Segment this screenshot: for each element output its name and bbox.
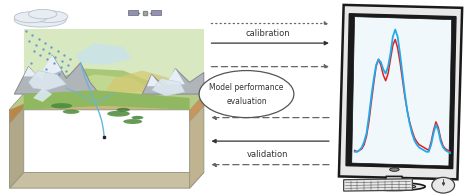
Polygon shape (57, 74, 152, 94)
Ellipse shape (51, 103, 72, 109)
Text: evaluation: evaluation (226, 97, 267, 106)
Ellipse shape (107, 111, 130, 117)
Ellipse shape (199, 71, 294, 118)
Polygon shape (76, 43, 133, 65)
Polygon shape (166, 69, 185, 84)
Polygon shape (352, 17, 452, 166)
Polygon shape (9, 94, 204, 110)
Text: validation: validation (247, 150, 289, 159)
Polygon shape (14, 55, 100, 94)
Text: Model performance: Model performance (210, 83, 283, 92)
Polygon shape (24, 67, 38, 76)
Ellipse shape (14, 12, 66, 27)
Ellipse shape (131, 116, 144, 119)
Polygon shape (9, 94, 24, 123)
Polygon shape (33, 88, 52, 102)
Polygon shape (339, 5, 462, 179)
Bar (151, 10, 161, 15)
Polygon shape (344, 179, 412, 191)
Polygon shape (24, 90, 190, 110)
Polygon shape (9, 94, 204, 110)
Polygon shape (384, 176, 404, 184)
Polygon shape (47, 69, 161, 94)
Polygon shape (104, 71, 180, 94)
Ellipse shape (117, 108, 130, 112)
Text: calibration: calibration (246, 29, 290, 38)
Ellipse shape (364, 183, 425, 191)
Ellipse shape (373, 184, 416, 189)
Ellipse shape (390, 168, 399, 171)
Ellipse shape (28, 9, 57, 19)
Ellipse shape (32, 11, 68, 23)
Ellipse shape (14, 12, 47, 23)
Polygon shape (152, 78, 185, 96)
Bar (128, 10, 138, 15)
Polygon shape (147, 74, 161, 86)
Polygon shape (9, 172, 204, 188)
Ellipse shape (63, 110, 80, 114)
Polygon shape (346, 14, 456, 169)
Polygon shape (24, 29, 204, 94)
Polygon shape (190, 94, 204, 188)
Ellipse shape (123, 119, 142, 124)
Polygon shape (9, 94, 24, 188)
Polygon shape (28, 71, 66, 90)
Polygon shape (190, 94, 204, 122)
Polygon shape (43, 55, 62, 74)
Polygon shape (142, 69, 204, 94)
Ellipse shape (432, 177, 455, 193)
